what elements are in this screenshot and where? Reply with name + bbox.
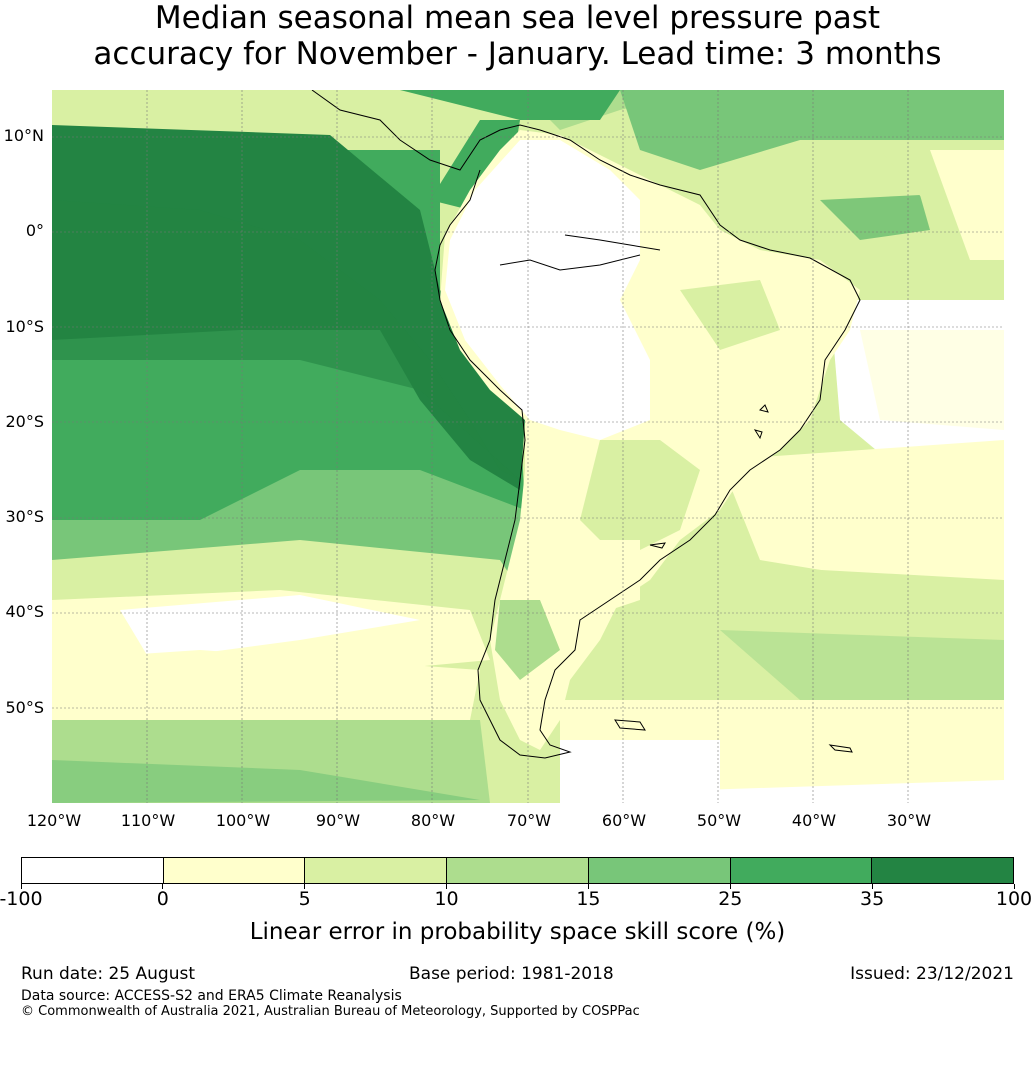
- lat-tick-label: 30°S: [5, 507, 44, 526]
- colorbar-tick-label: 15: [576, 888, 601, 910]
- colorbar-segment: [587, 858, 730, 883]
- colorbar-tick-label: 5: [298, 888, 311, 910]
- colorbar-tick: [304, 884, 306, 889]
- data-source: Data source: ACCESS-S2 and ERA5 Climate …: [21, 988, 402, 1004]
- map-gridlines: [52, 90, 1004, 803]
- skill-score-field: [52, 90, 1004, 803]
- colorbar-tick: [1013, 884, 1015, 889]
- coastline: [311, 90, 861, 759]
- lat-tick-label: 40°S: [5, 602, 44, 621]
- colorbar-tick-label: 25: [718, 888, 743, 910]
- colorbar-tick: [871, 884, 873, 889]
- colorbar-title: Linear error in probability space skill …: [249, 919, 786, 945]
- colorbar-segment: [304, 858, 447, 883]
- colorbar-tick: [446, 884, 448, 889]
- lon-tick-label: 30°W: [886, 811, 932, 830]
- lat-tick-label: 10°S: [5, 317, 44, 336]
- colorbar-tick: [20, 884, 22, 889]
- colorbar-segment: [22, 858, 163, 883]
- colorbar-tick-label: 35: [860, 888, 885, 910]
- colorbar-tick: [587, 884, 589, 889]
- lon-tick-label: 50°W: [696, 811, 742, 830]
- lat-tick-label: 10°N: [3, 126, 44, 145]
- map-title-line-2: accuracy for November - January. Lead ti…: [93, 36, 942, 72]
- colorbar-segment: [162, 858, 305, 883]
- map-title-line-1: Median seasonal mean sea level pressure …: [154, 0, 881, 36]
- issued-date: Issued: 23/12/2021: [850, 964, 1014, 984]
- lon-tick-label: 40°W: [791, 811, 837, 830]
- colorbar-tick-label: 10: [434, 888, 459, 910]
- colorbar-segment: [871, 858, 1014, 883]
- lon-tick-label: 120°W: [26, 811, 82, 830]
- lon-tick-label: 70°W: [506, 811, 552, 830]
- lon-tick-label: 80°W: [410, 811, 456, 830]
- colorbar-segment: [446, 858, 588, 883]
- run-date: Run date: 25 August: [21, 964, 195, 984]
- lat-tick-label: 50°S: [5, 698, 44, 717]
- colorbar-tick-label: 0: [156, 888, 169, 910]
- colorbar-tick-label: 100: [995, 888, 1033, 910]
- colorbar-tick-label: -100: [0, 888, 43, 910]
- lon-tick-label: 60°W: [601, 811, 647, 830]
- lat-tick-label: 0°: [25, 221, 44, 240]
- colorbar: [21, 857, 1014, 884]
- lon-tick-label: 100°W: [215, 811, 271, 830]
- colorbar-tick: [162, 884, 164, 889]
- lat-tick-label: 20°S: [5, 412, 44, 431]
- colorbar-segment: [729, 858, 872, 883]
- skill-score-map: [52, 90, 1004, 803]
- colorbar-tick: [729, 884, 731, 889]
- lon-tick-label: 90°W: [315, 811, 361, 830]
- lon-tick-label: 110°W: [120, 811, 176, 830]
- copyright: © Commonwealth of Australia 2021, Austra…: [21, 1004, 640, 1019]
- base-period: Base period: 1981-2018: [409, 964, 614, 984]
